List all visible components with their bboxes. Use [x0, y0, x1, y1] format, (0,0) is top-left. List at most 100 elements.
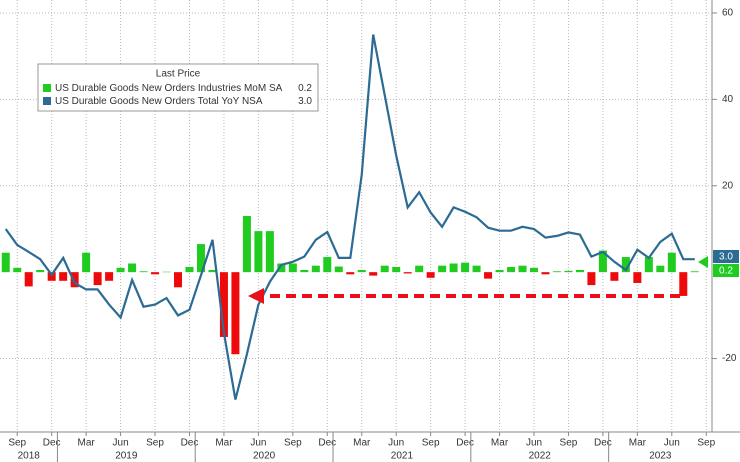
x-tick-label: Sep	[284, 438, 302, 449]
y-tick-label: 40	[722, 94, 734, 105]
x-tick-label: Mar	[629, 438, 647, 449]
x-year-label: 2019	[115, 451, 138, 462]
bar	[219, 272, 228, 337]
bar	[116, 267, 125, 273]
tag-box	[713, 250, 739, 263]
bar	[449, 263, 458, 273]
bar	[196, 244, 205, 273]
bar	[644, 257, 653, 273]
tag-pointer	[698, 256, 708, 268]
bar	[128, 263, 137, 273]
x-tick-label: Sep	[146, 438, 164, 449]
x-tick-label: Jun	[664, 438, 680, 449]
bar	[208, 270, 217, 273]
x-tick-label: Sep	[560, 438, 578, 449]
bar	[598, 250, 607, 273]
bar	[151, 272, 160, 275]
line	[4, 34, 695, 400]
bar	[242, 216, 251, 273]
bar	[277, 263, 286, 273]
x-year-label: 2022	[529, 451, 552, 462]
bar	[265, 231, 274, 273]
x-tick-label: Dec	[43, 438, 61, 449]
bar	[59, 272, 68, 281]
bar	[426, 272, 435, 278]
x-tick-label: Dec	[318, 438, 336, 449]
bar	[139, 271, 148, 273]
bar	[70, 272, 79, 288]
legend: Last Price US Durable Goods New Orders I…	[37, 63, 319, 112]
x-year-label: 2023	[649, 451, 672, 462]
x-tick-label: Dec	[181, 438, 199, 449]
bar	[380, 265, 389, 273]
x-tick-label: Dec	[594, 438, 612, 449]
bar	[621, 257, 630, 273]
bar	[667, 252, 676, 273]
x-tick-label: Sep	[422, 438, 440, 449]
y-tick-label: 20	[722, 180, 734, 191]
bar	[162, 271, 171, 273]
x-tick-label: Jun	[526, 438, 542, 449]
x-year-label: 2020	[253, 451, 276, 462]
bar	[1, 252, 10, 273]
bar	[392, 266, 401, 273]
x-tick-label: Mar	[78, 438, 96, 449]
x-tick-label: Jun	[113, 438, 129, 449]
bar	[690, 271, 699, 273]
bar	[185, 266, 194, 273]
bar	[357, 270, 366, 273]
bar	[484, 272, 493, 279]
legend-label: US Durable Goods New Orders Total YoY NS…	[55, 96, 263, 107]
bar	[323, 257, 332, 273]
bar	[610, 272, 619, 281]
legend-swatch	[43, 84, 51, 92]
last-value-tags: 3.0 0.2	[698, 250, 739, 277]
legend-value: 0.2	[298, 83, 312, 94]
bar	[438, 265, 447, 273]
bar	[656, 265, 665, 273]
bar	[415, 265, 424, 273]
x-year-label: 2021	[391, 451, 414, 462]
bar	[564, 270, 573, 273]
x-tick-label: Dec	[456, 438, 474, 449]
bar	[13, 267, 22, 273]
bar	[541, 272, 550, 275]
y-tick-label: -20	[722, 353, 737, 364]
bar	[36, 270, 45, 273]
bar	[24, 272, 33, 287]
x-tick-label: Mar	[491, 438, 509, 449]
tag-label: 0.2	[719, 266, 733, 277]
bar	[552, 271, 561, 273]
x-tick-label: Sep	[8, 438, 26, 449]
bar	[518, 265, 527, 273]
bar	[105, 272, 114, 281]
x-tick-label: Sep	[697, 438, 715, 449]
x-year-label: 2018	[18, 451, 41, 462]
bar	[461, 262, 470, 273]
x-tick-label: Jun	[250, 438, 266, 449]
bar	[334, 266, 343, 273]
legend-value: 3.0	[298, 96, 312, 107]
bar	[231, 272, 240, 355]
bar	[633, 272, 642, 283]
bar	[174, 272, 182, 288]
tag-box	[713, 264, 739, 277]
bar	[288, 263, 297, 273]
x-tick-label: Mar	[215, 438, 233, 449]
bar	[472, 265, 481, 273]
bar	[587, 272, 596, 286]
bar	[575, 270, 584, 273]
tag-label: 3.0	[719, 252, 733, 263]
bar	[254, 231, 263, 273]
bar	[311, 265, 320, 273]
bar	[300, 270, 309, 273]
x-tick-label: Jun	[388, 438, 404, 449]
bar	[93, 272, 102, 286]
bar	[495, 270, 504, 273]
bar	[369, 272, 378, 276]
bar	[507, 266, 516, 273]
x-tick-label: Mar	[353, 438, 371, 449]
bar	[679, 272, 688, 296]
bar	[82, 252, 91, 273]
